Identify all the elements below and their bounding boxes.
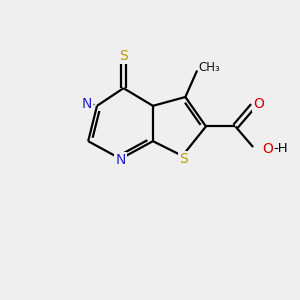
Text: S: S	[179, 152, 188, 166]
Text: CH₃: CH₃	[199, 61, 220, 74]
Text: O: O	[254, 98, 264, 111]
Text: N: N	[116, 153, 126, 167]
Text: -H: -H	[274, 142, 288, 155]
Text: S: S	[119, 49, 128, 63]
Text: N: N	[81, 98, 92, 111]
Text: O: O	[262, 142, 273, 155]
